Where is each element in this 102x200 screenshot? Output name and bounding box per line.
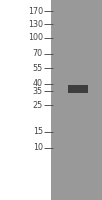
Bar <box>66 82 90 96</box>
Text: 15: 15 <box>33 128 43 136</box>
Text: 70: 70 <box>33 49 43 58</box>
Bar <box>51 0 102 200</box>
Text: 55: 55 <box>33 64 43 73</box>
Text: 170: 170 <box>28 6 43 16</box>
Bar <box>66 83 90 95</box>
Text: 25: 25 <box>33 100 43 110</box>
Bar <box>68 85 88 93</box>
Text: 130: 130 <box>28 20 43 29</box>
Bar <box>67 84 89 94</box>
Text: 100: 100 <box>28 33 43 43</box>
Bar <box>67 84 89 94</box>
Text: 40: 40 <box>33 79 43 88</box>
Text: 10: 10 <box>33 143 43 152</box>
Text: 35: 35 <box>33 87 43 96</box>
